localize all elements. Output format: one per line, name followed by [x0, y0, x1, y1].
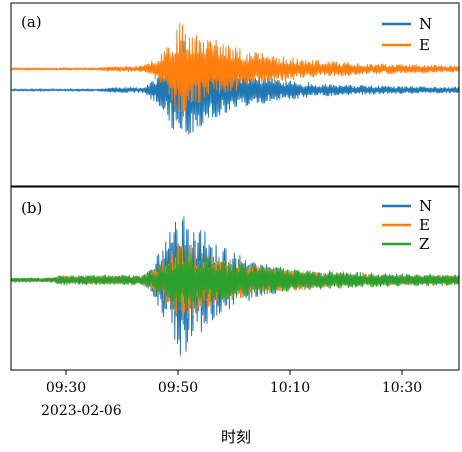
panel-b-label: (b)	[21, 199, 42, 217]
x-date-label: 2023-02-06	[41, 403, 122, 419]
panel-a-traces	[10, 22, 460, 135]
legend-label-e: E	[419, 36, 430, 54]
x-axis-title: 时刻	[221, 428, 251, 446]
x-tick-label: 10:10	[270, 380, 310, 396]
panel-b: (b) N E Z 09:30 09:50 10:10 10:30	[10, 186, 460, 396]
x-tick-label: 09:50	[158, 380, 198, 396]
trace-e	[10, 22, 460, 113]
legend-label-z: Z	[419, 235, 429, 253]
legend-label-n: N	[419, 15, 432, 33]
x-tick-label: 09:30	[46, 380, 86, 396]
x-axis: 09:30 09:50 10:10 10:30	[46, 370, 422, 396]
panel-a: (a) N E	[10, 2, 460, 187]
panel-b-traces	[10, 216, 460, 356]
panel-b-legend: N E Z	[382, 197, 432, 253]
panel-a-legend: N E	[382, 15, 432, 54]
legend-label-n: N	[419, 197, 432, 215]
trace-z	[10, 246, 460, 312]
trace-n	[10, 40, 460, 135]
legend-label-e: E	[419, 216, 430, 234]
panel-a-frame	[10, 2, 460, 187]
panel-a-label: (a)	[21, 13, 42, 31]
panel-b-frame	[10, 186, 460, 371]
x-tick-label: 10:30	[382, 380, 422, 396]
